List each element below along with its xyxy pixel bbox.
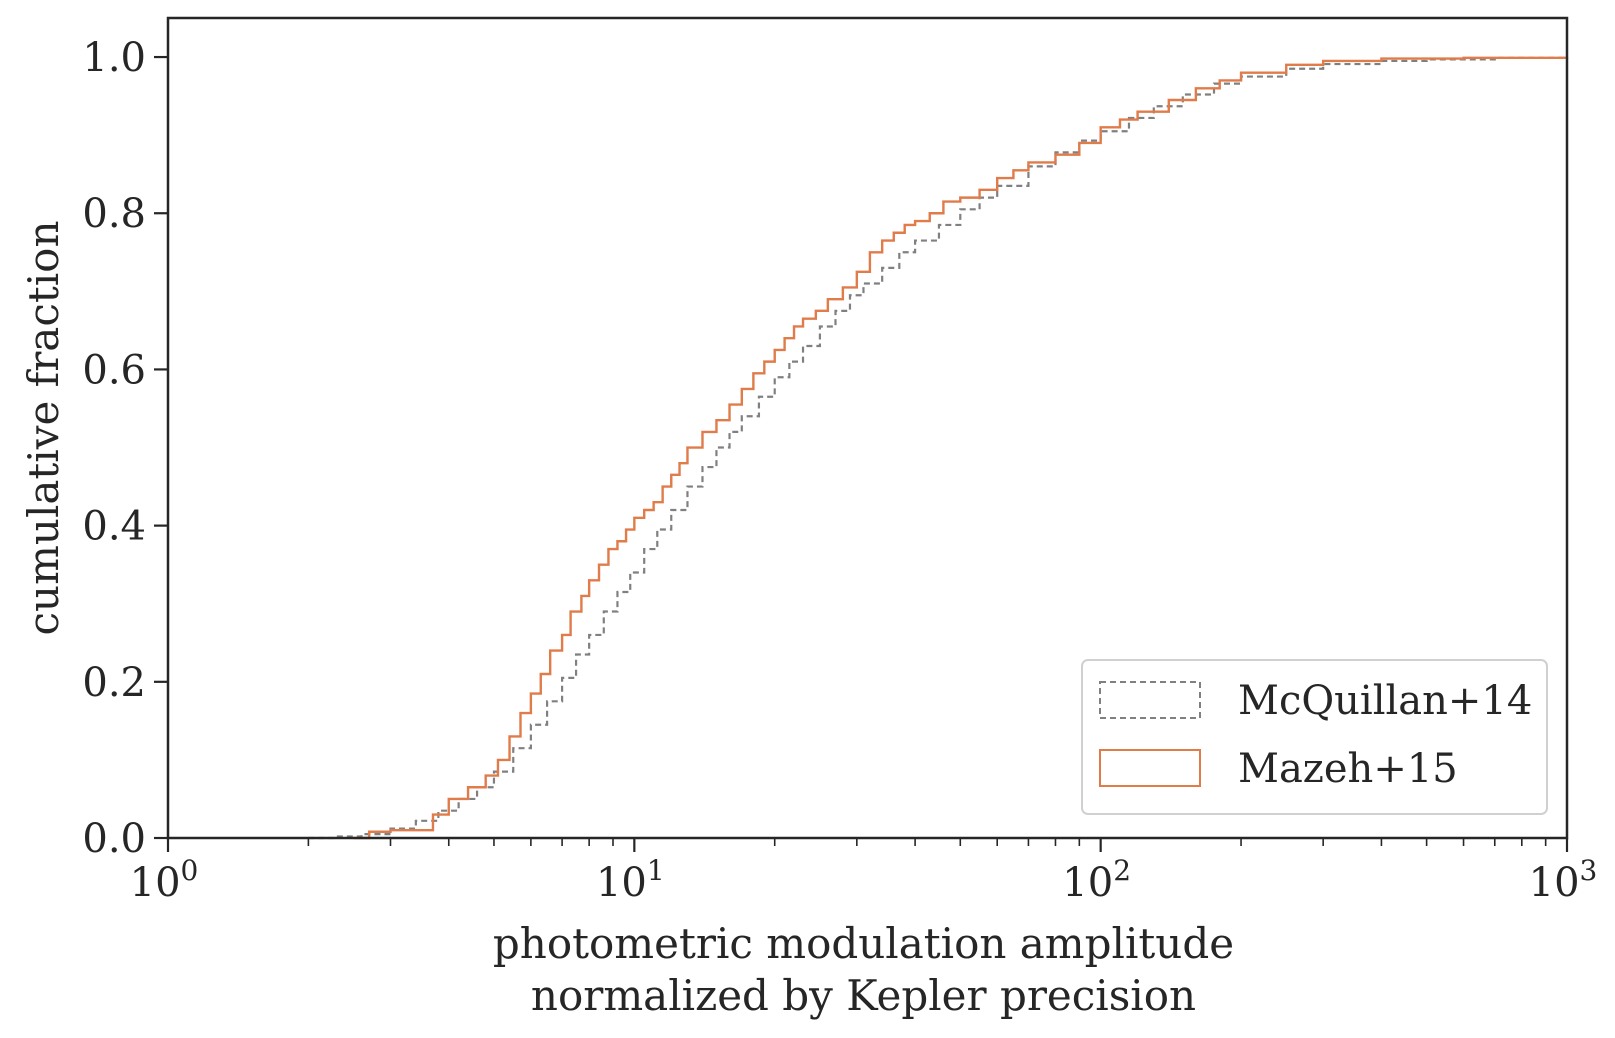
y-tick-label: 0.8 [82,191,146,237]
y-axis-ticks: 0.0 0.2 0.4 0.6 0.8 1.0 [82,35,168,862]
legend-label-mazeh: Mazeh+15 [1238,746,1458,792]
legend-swatch-mcquillan [1099,681,1201,719]
plot-frame [166,16,1569,840]
series-line-0 [308,56,1569,840]
series-layer [308,56,1569,840]
y-tick-label: 0.2 [82,660,146,706]
x-tick-label: 101 [596,854,665,906]
y-tick-label: 1.0 [82,35,146,81]
legend-swatch-mazeh [1099,749,1201,787]
legend: McQuillan+14 Mazeh+15 [1081,659,1548,815]
y-tick-label: 0.0 [82,816,146,862]
x-axis-label-line1: photometric modulation amplitude [493,919,1234,968]
x-tick-label: 102 [1062,854,1131,906]
x-tick-label: 100 [130,854,199,906]
y-axis-label: cumulative fraction [19,221,68,636]
y-tick-label: 0.4 [82,504,146,550]
y-tick-label: 0.6 [82,347,146,393]
x-axis-ticks: 100 101 102 103 [130,838,1598,906]
x-tick-label: 103 [1529,854,1598,906]
legend-box [1081,659,1548,815]
legend-label-mcquillan: McQuillan+14 [1238,678,1532,724]
x-axis-label-line2: normalized by Kepler precision [531,971,1196,1020]
series-line-1 [353,56,1569,840]
